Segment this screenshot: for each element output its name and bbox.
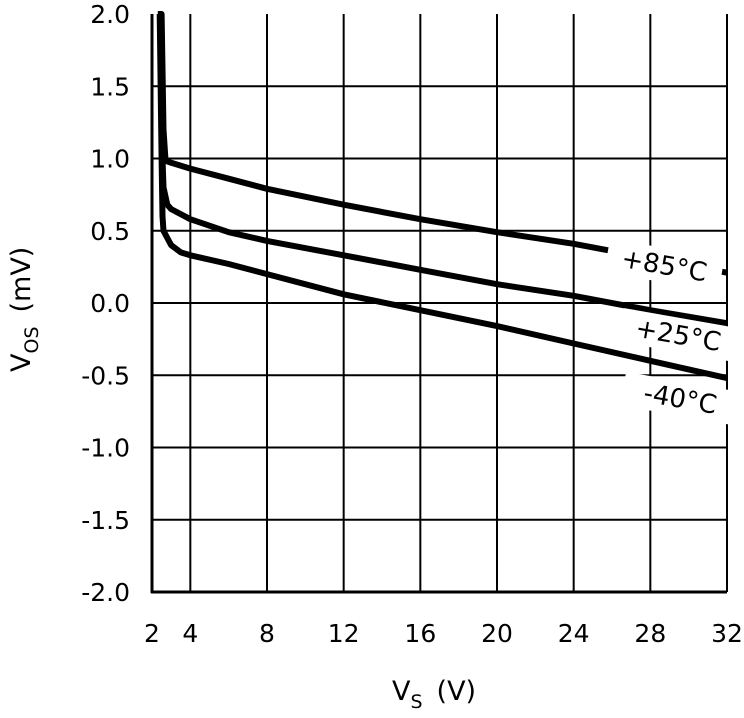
tick-labels: 2.0 1.5 1.0 0.5 0.0 -0.5 -1.0 -1.5 -2.0 2 4 8 12 16 20…	[81, 0, 743, 648]
x-axis-label-main: V	[392, 676, 411, 707]
y-tick-label: -0.5	[81, 361, 130, 390]
y-axis-label-sub: OS	[21, 327, 43, 354]
series-label: -40°C	[641, 378, 719, 420]
series-line	[156, 13, 728, 382]
x-tick-label: 2	[144, 619, 160, 648]
series-labels: +85°C+25°C-40°C	[604, 238, 741, 426]
y-tick-label: 1.5	[90, 72, 130, 101]
x-axis-label: VS (V)	[392, 676, 476, 713]
y-tick-label: -1.0	[81, 434, 130, 463]
x-axis-label-sub: S	[410, 691, 422, 713]
grid	[152, 14, 727, 592]
x-tick-label: 4	[182, 619, 198, 648]
x-tick-label: 32	[711, 619, 743, 648]
series-lines	[156, 11, 728, 382]
series-label-background	[618, 308, 739, 362]
x-tick-label: 8	[259, 619, 275, 648]
x-axis-label-unit: (V)	[437, 676, 477, 707]
y-tick-label: 2.0	[90, 0, 130, 29]
x-tick-label: 28	[634, 619, 666, 648]
y-axis-label-unit: (mV)	[6, 247, 37, 313]
series-label-background	[620, 371, 741, 426]
x-tick-label: 20	[481, 619, 513, 648]
x-tick-label: 12	[328, 619, 360, 648]
y-tick-label: -2.0	[81, 578, 130, 607]
series-label-background	[604, 238, 725, 293]
y-tick-label: -1.5	[81, 506, 130, 535]
x-tick-label: 16	[404, 619, 436, 648]
y-axis-label-main: V	[6, 353, 37, 372]
axes	[150, 14, 728, 594]
y-tick-label: 1.0	[90, 145, 130, 174]
y-tick-label: 0.5	[90, 217, 130, 246]
y-axis-label: VOS (mV)	[6, 247, 43, 372]
x-tick-label: 24	[558, 619, 590, 648]
y-tick-label: 0.0	[90, 289, 130, 318]
